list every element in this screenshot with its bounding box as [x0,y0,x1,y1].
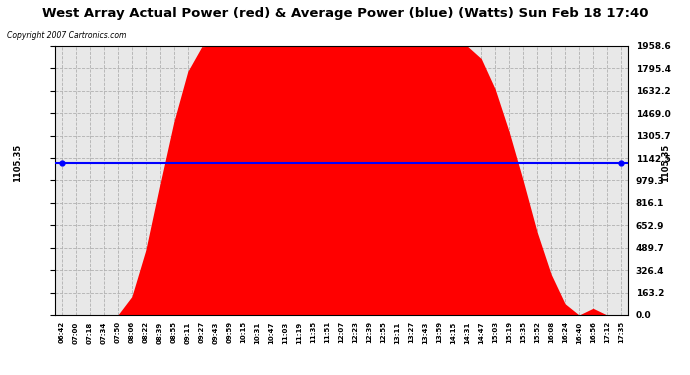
Text: 1105.35: 1105.35 [661,144,670,182]
Text: Copyright 2007 Cartronics.com: Copyright 2007 Cartronics.com [7,32,126,40]
Text: 1105.35: 1105.35 [13,144,22,182]
Text: West Array Actual Power (red) & Average Power (blue) (Watts) Sun Feb 18 17:40: West Array Actual Power (red) & Average … [42,8,648,21]
